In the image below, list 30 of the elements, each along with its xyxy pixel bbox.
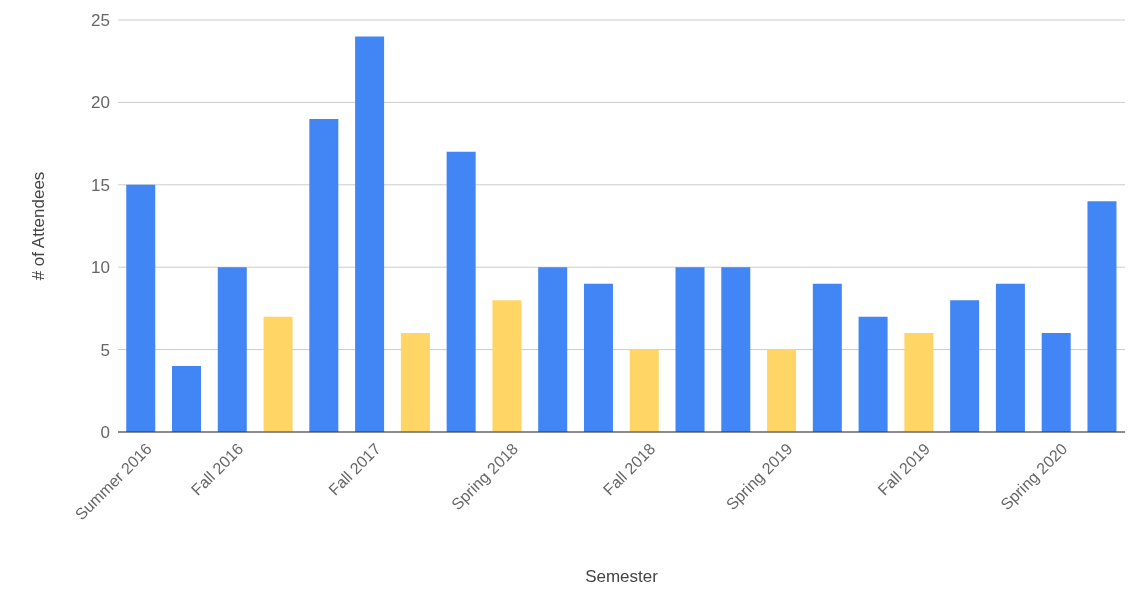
bar <box>263 316 293 432</box>
y-tick-label: 20 <box>91 93 110 113</box>
y-tick-label: 25 <box>91 11 110 31</box>
bar <box>355 36 385 432</box>
bar <box>812 283 842 432</box>
y-tick-label: 5 <box>100 340 110 360</box>
y-tick-label: 0 <box>100 423 110 443</box>
bar <box>217 267 247 432</box>
y-tick-label: 10 <box>91 258 110 278</box>
bar <box>629 349 659 432</box>
bar <box>446 151 476 432</box>
bar <box>172 366 202 432</box>
bar <box>950 300 980 432</box>
bar <box>721 267 751 432</box>
y-tick-label: 15 <box>91 175 110 195</box>
bar <box>583 283 613 432</box>
bar <box>126 184 156 432</box>
bar <box>858 316 888 432</box>
bar <box>400 333 430 432</box>
bar <box>995 283 1025 432</box>
bar <box>492 300 522 432</box>
bar <box>904 333 934 432</box>
bar <box>309 118 339 432</box>
y-axis-title: # of Attendees <box>29 171 49 281</box>
bar <box>767 349 797 432</box>
bar <box>1087 201 1117 432</box>
bar <box>538 267 568 432</box>
bar <box>1041 333 1071 432</box>
x-axis-title: Semester <box>585 567 659 586</box>
bar <box>675 267 705 432</box>
